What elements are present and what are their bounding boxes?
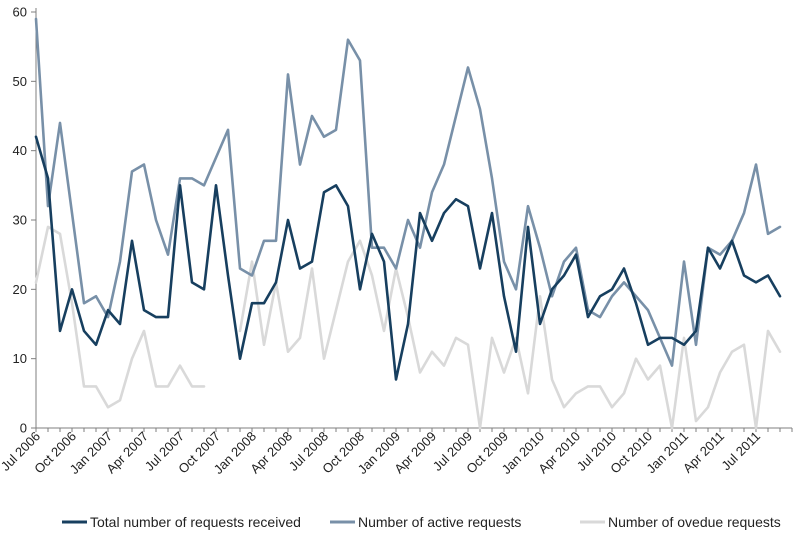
- series-line-segment: [34, 135, 782, 381]
- y-tick-label: 40: [13, 143, 27, 158]
- series-lines: [34, 17, 782, 430]
- y-tick-label: 50: [13, 74, 27, 89]
- series-2-line: [34, 17, 782, 367]
- y-tick-label: 10: [13, 351, 27, 366]
- series-line-segment: [34, 17, 782, 367]
- y-tick-label: 20: [13, 282, 27, 297]
- y-tick-label: 30: [13, 213, 27, 228]
- series-3-line: [34, 225, 782, 430]
- series-line-segment: [34, 225, 206, 409]
- series-line-segment: [238, 239, 782, 430]
- legend-label: Total number of requests received: [90, 514, 301, 530]
- series-1-line: [34, 135, 782, 381]
- x-tick-label: Jul 2011: [718, 429, 763, 474]
- y-axis: 0 10 20 30 40 50 60: [13, 5, 37, 436]
- legend-label: Number of active requests: [358, 514, 521, 530]
- legend: Total number of requests received Number …: [62, 514, 781, 530]
- y-tick-label: 60: [13, 5, 27, 20]
- y-tick-label: 0: [20, 421, 27, 436]
- legend-label: Number of ovedue requests: [608, 514, 781, 530]
